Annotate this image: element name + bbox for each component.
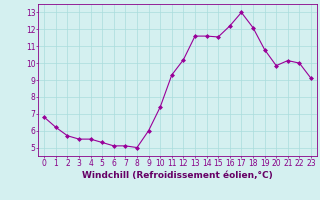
X-axis label: Windchill (Refroidissement éolien,°C): Windchill (Refroidissement éolien,°C) <box>82 171 273 180</box>
